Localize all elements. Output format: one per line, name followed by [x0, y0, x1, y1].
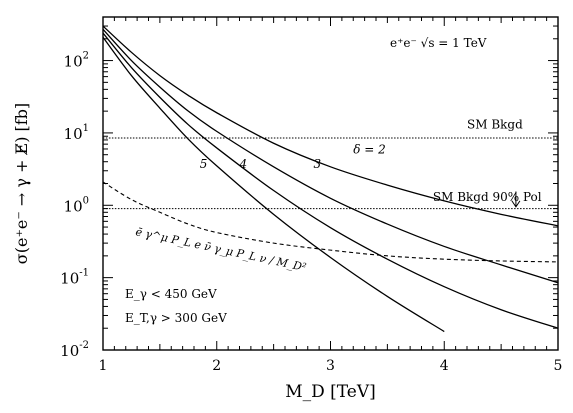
x-tick-label: 2: [212, 358, 221, 374]
x-tick-label: 4: [440, 358, 449, 374]
ticks-layer: [102, 16, 559, 351]
plot-lines-layer: [102, 25, 559, 333]
y-tick-label: 10-2: [60, 340, 89, 360]
process-annotation: e⁺e⁻ √s = 1 TeV: [390, 36, 487, 50]
series-line-0: [102, 25, 559, 227]
x-tick-label: 3: [326, 358, 335, 374]
energy-cut-annotation: E_γ < 450 GeV: [125, 287, 217, 301]
y-tick-label: 100: [64, 195, 89, 215]
series-label-5: SM Bkgd 90% Pol: [433, 190, 542, 204]
y-tick-label: 10-1: [60, 268, 89, 288]
series-line-6: [102, 181, 559, 263]
y-tick-label: 102: [64, 51, 89, 71]
x-axis-title: M_D [TeV]: [285, 382, 376, 402]
x-tick-label: 5: [554, 358, 563, 374]
series-label-4: SM Bkgd: [467, 118, 523, 132]
operator-annotation: ē γ^μ P_L e ν̄ γ_μ P_L ν / M_D²: [134, 225, 307, 274]
series-line-2: [102, 32, 559, 329]
series-label-2: 4: [239, 157, 248, 171]
y-axis-title: σ(e⁺e⁻ → γ + E̸) [fb]: [12, 103, 31, 264]
series-line-3: [102, 36, 445, 333]
labels-layer: 1 2 3 4 5 10-2 10-1 100 101 102 δ = 2 3 4 5 SM Bkgd SM …: [60, 51, 562, 374]
arrow-icon: [511, 191, 521, 208]
series-label-3: 5: [200, 157, 208, 171]
series-label-1: 3: [313, 157, 321, 171]
x-tick-label: 1: [99, 358, 108, 374]
series-label-0: δ = 2: [353, 142, 386, 156]
series-line-1: [102, 28, 559, 284]
y-tick-label: 101: [64, 123, 89, 143]
transverse-cut-annotation: E_T,γ > 300 GeV: [125, 311, 227, 325]
